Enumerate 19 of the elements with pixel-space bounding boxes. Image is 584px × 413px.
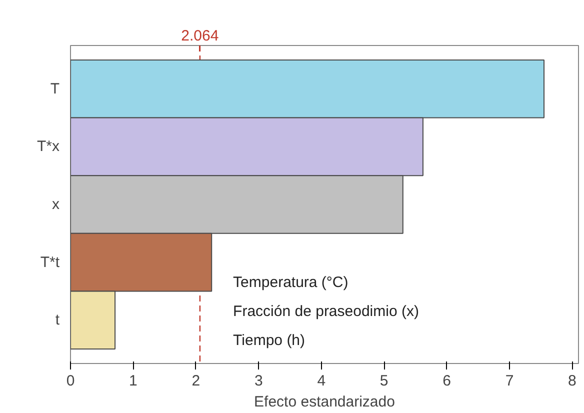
y-tick-label: t <box>55 312 60 329</box>
y-tick-label: T*t <box>40 254 60 271</box>
x-tick-label: 5 <box>380 372 388 390</box>
x-tick-label: 7 <box>505 372 514 390</box>
x-tick-label: 3 <box>254 372 263 390</box>
annotation: Fracción de praseodimio (x) <box>233 302 419 320</box>
y-tick-label: T*x <box>37 138 60 156</box>
annotation: Temperatura (°C) <box>233 274 348 292</box>
x-tick-label: 6 <box>442 372 451 390</box>
x-tick-label: 4 <box>317 372 326 390</box>
x-tick-label: 8 <box>568 372 576 390</box>
annotation: Tiempo (h) <box>233 332 306 349</box>
ref-line-label: 2.064 <box>181 28 219 44</box>
x-tick-label: 2 <box>192 372 200 390</box>
x-tick-label: 1 <box>129 372 138 390</box>
x-axis-title: Efecto estandarizado <box>254 394 395 410</box>
y-tick-label: T <box>50 80 60 98</box>
y-tick-label: x <box>52 196 60 213</box>
x-tick-label: 0 <box>66 372 75 390</box>
